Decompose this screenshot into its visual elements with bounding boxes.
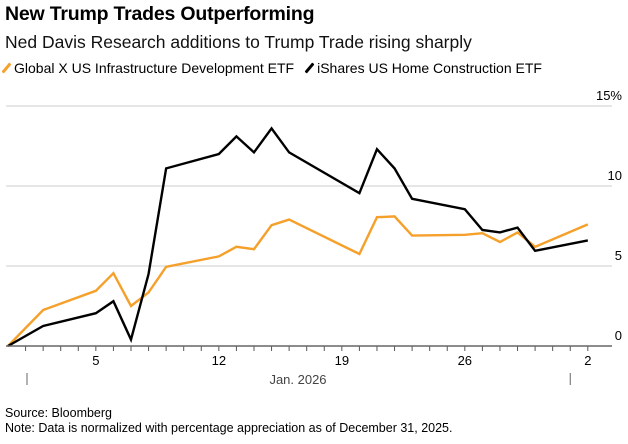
x-axis-label: Jan. 2026 <box>269 372 326 387</box>
legend-item-home-construction: iShares US Home Construction ETF <box>304 60 542 76</box>
legend: Global X US Infrastructure Development E… <box>1 60 542 76</box>
x-tick-label: 2 <box>584 353 591 368</box>
legend-label: Global X US Infrastructure Development E… <box>14 60 295 76</box>
y-tick-label: 15% <box>596 88 622 103</box>
footnote: Note: Data is normalized with percentage… <box>5 421 453 435</box>
y-tick-label: 10 <box>608 168 622 183</box>
chart-title: New Trump Trades Outperforming <box>5 3 315 25</box>
x-tick-label: 19 <box>335 353 349 368</box>
x-tick-label: 5 <box>92 353 99 368</box>
source-note: Source: Bloomberg <box>5 406 113 420</box>
x-tick-label: 12 <box>212 353 226 368</box>
series-line-home-construction-etf <box>7 126 589 348</box>
y-tick-label: 5 <box>615 248 622 263</box>
y-tick-label: 0 <box>615 328 622 343</box>
legend-item-infrastructure: Global X US Infrastructure Development E… <box>1 60 295 76</box>
series-line-infrastructure-etf <box>7 215 589 347</box>
legend-label: iShares US Home Construction ETF <box>317 60 542 76</box>
x-tick-label: 26 <box>458 353 472 368</box>
chart-subtitle: Ned Davis Research additions to Trump Tr… <box>5 32 472 52</box>
